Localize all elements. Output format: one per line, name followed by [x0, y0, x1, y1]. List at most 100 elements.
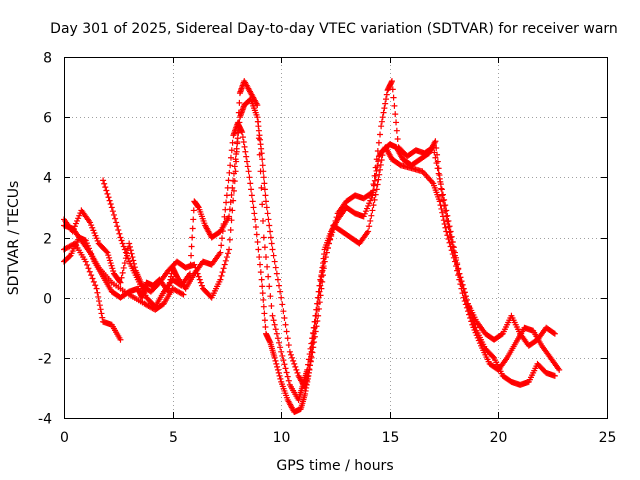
data-point	[82, 258, 89, 265]
data-point	[75, 215, 82, 222]
data-point	[90, 278, 97, 285]
y-tick-label: 8	[43, 51, 52, 67]
data-point	[95, 293, 102, 300]
data-point	[251, 210, 258, 217]
data-point	[119, 269, 126, 276]
data-point	[276, 339, 283, 346]
data-point	[458, 278, 465, 285]
data-point	[224, 250, 231, 257]
data-point	[378, 118, 385, 125]
data-point	[104, 190, 111, 197]
data-point	[189, 234, 196, 241]
data-point	[229, 184, 236, 191]
data-point	[229, 139, 236, 146]
data-point	[273, 330, 280, 337]
data-point	[108, 262, 115, 269]
data-point	[109, 265, 116, 272]
data-point	[306, 366, 313, 373]
y-tick-label: 6	[43, 111, 52, 127]
data-point	[257, 261, 264, 268]
data-point	[459, 281, 466, 288]
data-point	[283, 369, 290, 376]
data-point	[260, 217, 267, 224]
data-point	[289, 354, 296, 361]
data-point	[275, 369, 282, 376]
series-track-4	[61, 78, 558, 403]
data-point	[252, 223, 259, 230]
data-point	[252, 216, 259, 223]
data-point	[324, 245, 331, 252]
data-point	[277, 288, 284, 295]
data-point	[278, 294, 285, 301]
data-point	[440, 191, 447, 198]
data-point	[222, 257, 229, 264]
data-point	[262, 198, 269, 205]
data-point	[282, 321, 289, 328]
data-point	[235, 124, 242, 131]
data-point	[102, 184, 109, 191]
data-point	[196, 276, 203, 283]
data-point	[193, 267, 200, 274]
data-point	[83, 240, 90, 247]
data-point	[390, 94, 397, 101]
data-point	[498, 331, 505, 338]
data-point	[290, 357, 297, 364]
data-point	[272, 264, 279, 271]
data-point	[308, 354, 315, 361]
data-point	[313, 323, 320, 330]
data-point	[305, 369, 312, 376]
data-point	[227, 162, 234, 169]
data-point	[274, 366, 281, 373]
data-point	[105, 252, 112, 259]
data-point	[230, 170, 237, 177]
data-point	[370, 202, 377, 209]
data-point	[218, 242, 225, 249]
data-point	[266, 283, 273, 290]
data-point	[256, 254, 263, 261]
data-point	[179, 290, 186, 297]
data-point	[445, 217, 452, 224]
data-point	[72, 220, 79, 227]
data-point	[240, 138, 247, 145]
data-point	[381, 105, 388, 112]
data-point	[269, 312, 276, 319]
data-point	[226, 246, 233, 253]
data-point	[303, 377, 310, 384]
data-point	[374, 148, 381, 155]
data-point	[88, 250, 95, 257]
data-point	[436, 172, 443, 179]
data-point	[319, 278, 326, 285]
data-point	[100, 177, 107, 184]
data-point	[264, 210, 271, 217]
data-point	[302, 384, 309, 391]
data-point	[265, 216, 272, 223]
data-point	[107, 260, 114, 267]
data-point	[272, 357, 279, 364]
data-point	[106, 254, 113, 261]
data-point	[93, 235, 100, 242]
data-point	[456, 270, 463, 277]
data-point	[107, 201, 114, 208]
data-point	[391, 102, 398, 109]
data-point	[447, 234, 454, 241]
data-point	[376, 171, 383, 178]
data-point	[307, 358, 314, 365]
data-point	[277, 344, 284, 351]
data-point	[86, 268, 93, 275]
data-point	[443, 213, 450, 220]
data-point	[66, 253, 73, 260]
data-point	[260, 296, 267, 303]
data-point	[261, 317, 268, 324]
data-point	[440, 217, 447, 224]
data-point	[130, 257, 137, 264]
data-point	[253, 231, 260, 238]
data-point	[217, 249, 224, 256]
data-point	[195, 273, 202, 280]
data-point	[85, 245, 92, 252]
data-point	[242, 148, 249, 155]
data-point	[551, 372, 558, 379]
data-point	[245, 168, 252, 175]
data-point	[446, 223, 453, 230]
data-point	[264, 263, 271, 270]
data-point	[69, 228, 76, 235]
